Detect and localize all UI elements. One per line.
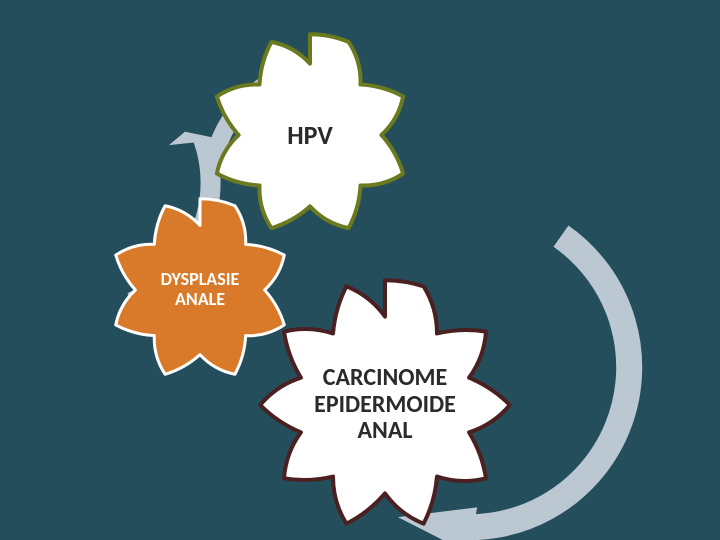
gear-carcinome-label: CARCINOME EPIDERMOIDE ANAL: [304, 365, 465, 444]
diagram-stage: HPV DYSPLASIE ANALE CARCINOME EPIDERMOID…: [0, 0, 720, 540]
gear-dysplasie-label: DYSPLASIE ANALE: [141, 270, 259, 310]
gear-carcinome: CARCINOME EPIDERMOIDE ANAL: [255, 275, 515, 535]
gear-hpv-label: HPV: [287, 121, 333, 150]
